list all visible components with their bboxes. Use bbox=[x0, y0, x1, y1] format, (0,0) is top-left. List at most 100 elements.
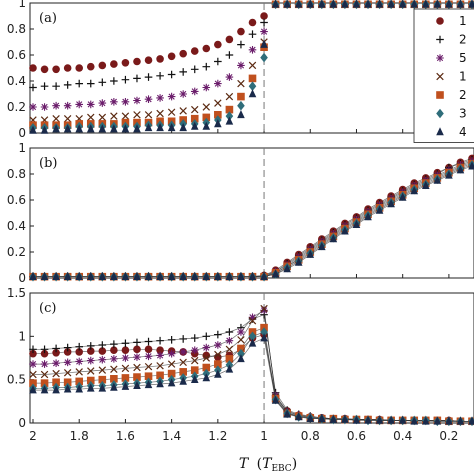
data-point bbox=[167, 92, 176, 101]
data-point bbox=[225, 336, 234, 345]
panel-c: 0 0.5 1 1.5 2 1.8 1.6 1.4 1.2 1 0.8 0.6 0.4 0.2 (c) bbox=[7, 286, 474, 443]
data-point bbox=[121, 124, 130, 133]
data-point bbox=[179, 271, 187, 280]
data-point bbox=[156, 351, 164, 360]
y-tick-label: 0.4 bbox=[7, 74, 26, 88]
data-point bbox=[110, 346, 118, 355]
data-point bbox=[29, 64, 37, 72]
data-point bbox=[387, 0, 395, 8]
data-point bbox=[248, 331, 257, 342]
data-point bbox=[202, 354, 211, 362]
data-point bbox=[121, 75, 130, 84]
data-point bbox=[75, 368, 83, 376]
data-point bbox=[144, 111, 153, 119]
data-point bbox=[190, 47, 199, 55]
data-point bbox=[98, 347, 107, 355]
series-4 bbox=[29, 304, 474, 425]
series-line bbox=[33, 164, 473, 278]
series-7 bbox=[29, 333, 474, 425]
legend-entry: 5 bbox=[436, 51, 467, 65]
data-point bbox=[75, 348, 84, 356]
panel-label: (b) bbox=[39, 156, 57, 171]
data-point bbox=[202, 332, 211, 341]
x-tick-label: 0.4 bbox=[393, 429, 412, 443]
data-point bbox=[121, 59, 130, 67]
data-point bbox=[156, 109, 164, 118]
data-point bbox=[421, 0, 430, 8]
data-point bbox=[133, 271, 141, 280]
data-point bbox=[63, 348, 72, 356]
data-point bbox=[144, 123, 153, 132]
data-point bbox=[214, 119, 222, 128]
data-point bbox=[179, 123, 187, 132]
y-tick-label: 0.8 bbox=[7, 22, 26, 36]
data-point bbox=[190, 334, 199, 342]
data-point bbox=[318, 242, 326, 251]
data-point bbox=[40, 65, 49, 74]
data-point bbox=[294, 0, 303, 8]
data-point bbox=[63, 358, 72, 367]
data-point bbox=[191, 105, 199, 114]
data-point bbox=[63, 124, 72, 133]
data-point bbox=[237, 336, 245, 344]
data-point bbox=[40, 385, 49, 394]
data-point bbox=[133, 363, 141, 372]
data-point bbox=[86, 100, 95, 109]
data-point bbox=[133, 57, 141, 66]
data-point bbox=[121, 339, 130, 348]
data-point bbox=[144, 380, 153, 389]
data-point bbox=[144, 95, 153, 103]
data-point bbox=[179, 335, 187, 343]
data-point bbox=[294, 257, 303, 266]
data-point bbox=[110, 365, 118, 373]
data-point bbox=[260, 333, 268, 342]
data-point bbox=[75, 342, 84, 351]
data-point bbox=[318, 413, 326, 422]
data-point bbox=[121, 374, 130, 382]
data-point bbox=[260, 18, 268, 27]
data-point bbox=[410, 0, 419, 8]
data-point bbox=[306, 0, 315, 8]
data-point bbox=[364, 0, 372, 8]
data-point bbox=[237, 40, 245, 49]
data-point bbox=[248, 338, 257, 347]
data-point bbox=[29, 271, 37, 280]
data-point bbox=[133, 74, 141, 83]
data-point bbox=[190, 87, 199, 96]
data-point bbox=[421, 180, 430, 189]
data-point bbox=[52, 114, 60, 123]
data-point bbox=[248, 74, 257, 83]
data-point bbox=[237, 100, 245, 111]
data-point bbox=[156, 371, 164, 380]
data-point bbox=[40, 271, 49, 280]
data-point bbox=[190, 366, 199, 374]
data-point bbox=[133, 124, 141, 133]
data-point bbox=[341, 0, 349, 8]
x-axis-unit-main: T bbox=[262, 456, 273, 472]
data-point bbox=[110, 60, 118, 68]
data-point bbox=[63, 343, 72, 352]
data-point bbox=[167, 123, 176, 132]
data-point bbox=[237, 354, 245, 363]
data-point bbox=[433, 416, 442, 425]
data-point bbox=[52, 359, 60, 367]
data-point bbox=[179, 358, 187, 367]
data-point bbox=[248, 271, 257, 280]
data-point bbox=[433, 0, 442, 8]
data-point bbox=[214, 330, 222, 339]
data-point bbox=[237, 27, 245, 36]
data-point bbox=[260, 304, 268, 313]
data-point bbox=[98, 341, 107, 349]
data-point bbox=[225, 345, 234, 354]
y-tick-label: 0 bbox=[18, 416, 26, 430]
legend-label: 1 bbox=[459, 70, 467, 84]
data-point bbox=[98, 124, 107, 133]
data-point bbox=[110, 112, 118, 120]
data-point bbox=[29, 349, 37, 358]
data-point bbox=[167, 70, 176, 79]
data-point bbox=[329, 234, 338, 243]
data-point bbox=[40, 125, 49, 134]
series-3 bbox=[29, 306, 474, 426]
legend-label: 5 bbox=[459, 51, 467, 65]
data-point bbox=[156, 346, 164, 355]
